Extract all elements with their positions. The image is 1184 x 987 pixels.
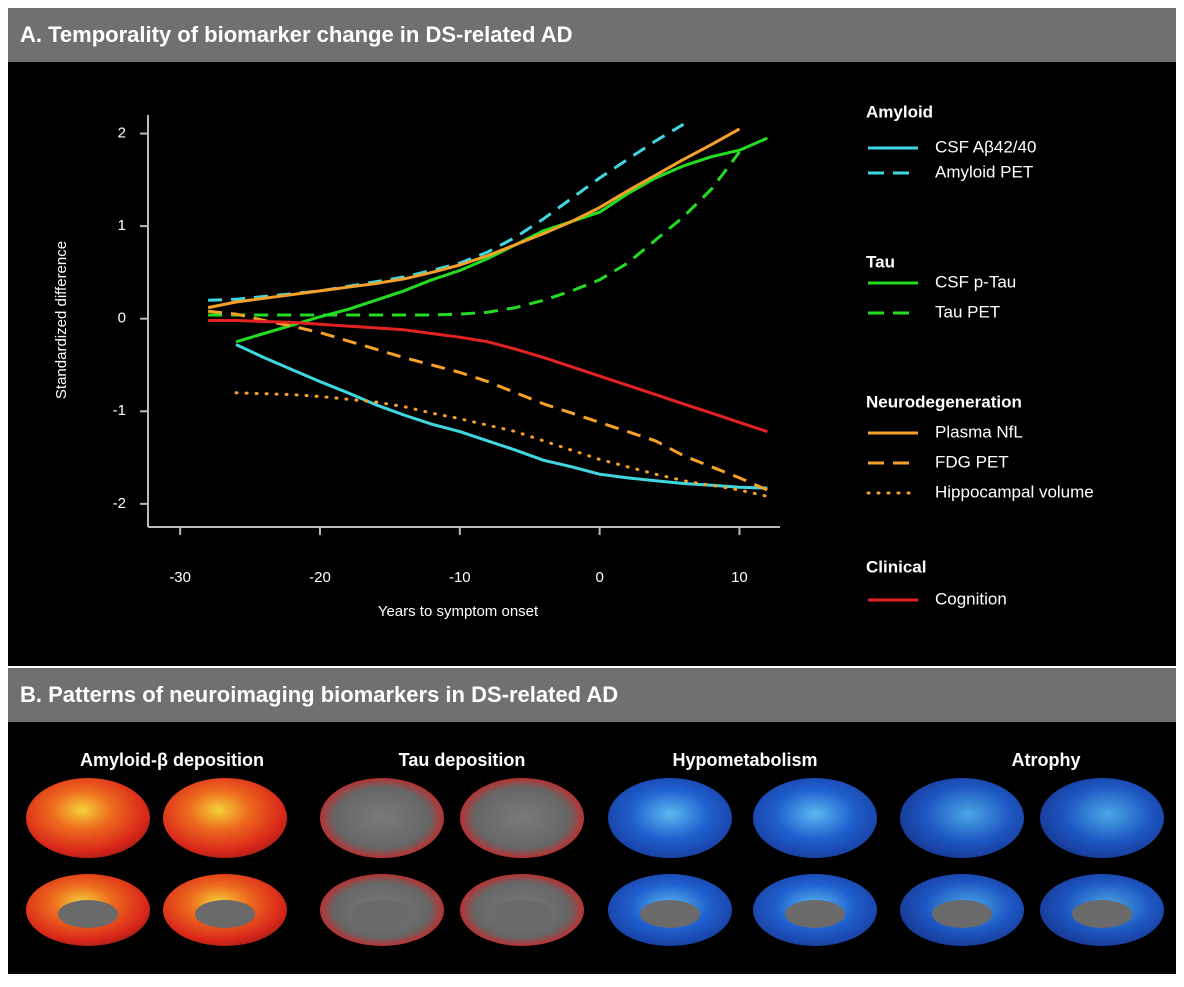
brain-medial — [785, 900, 845, 928]
legend-label: Amyloid PET — [935, 162, 1033, 181]
column-title: Tau deposition — [399, 750, 526, 770]
figure: A. Temporality of biomarker change in DS… — [0, 0, 1184, 982]
legend-label: FDG PET — [935, 452, 1009, 471]
y-tick-label: -2 — [113, 495, 126, 512]
panel-a-title: A. Temporality of biomarker change in DS… — [20, 22, 573, 47]
legend-label: Cognition — [935, 589, 1007, 608]
legend-group-title: Neurodegeneration — [866, 392, 1022, 411]
brain — [460, 778, 584, 858]
brain — [26, 778, 150, 858]
column-title: Atrophy — [1012, 750, 1081, 770]
legend-group-title: Clinical — [866, 557, 926, 576]
brain — [163, 778, 287, 858]
panel-b-title: B. Patterns of neuroimaging biomarkers i… — [20, 682, 618, 707]
column-title: Amyloid-β deposition — [80, 750, 264, 770]
column-title: Hypometabolism — [672, 750, 817, 770]
y-tick-label: 2 — [118, 124, 126, 141]
brain-medial — [352, 900, 412, 928]
brain — [900, 778, 1024, 858]
x-tick-label: 0 — [595, 569, 603, 586]
y-axis-label: Standardized difference — [53, 241, 70, 399]
legend-label: Plasma NfL — [935, 422, 1023, 441]
y-tick-label: 1 — [118, 217, 126, 234]
y-tick-label: -1 — [113, 402, 126, 419]
brain — [608, 778, 732, 858]
legend-label: Hippocampal volume — [935, 482, 1094, 501]
x-tick-label: -20 — [309, 569, 331, 586]
legend-label: CSF Aβ42/40 — [935, 137, 1036, 156]
brain-medial — [195, 900, 255, 928]
brain — [753, 778, 877, 858]
legend-label: Tau PET — [935, 302, 1000, 321]
legend-label: CSF p-Tau — [935, 272, 1016, 291]
legend-group-title: Tau — [866, 252, 895, 271]
x-tick-label: -30 — [169, 569, 191, 586]
brain-medial — [1072, 900, 1132, 928]
brain-medial — [932, 900, 992, 928]
brain — [1040, 778, 1164, 858]
x-axis-label: Years to symptom onset — [378, 603, 539, 620]
brain — [320, 778, 444, 858]
brain-medial — [58, 900, 118, 928]
legend-group-title: Amyloid — [866, 102, 933, 121]
x-tick-label: -10 — [449, 569, 471, 586]
brain-medial — [492, 900, 552, 928]
x-tick-label: 10 — [731, 569, 748, 586]
brain-medial — [640, 900, 700, 928]
y-tick-label: 0 — [118, 310, 126, 327]
